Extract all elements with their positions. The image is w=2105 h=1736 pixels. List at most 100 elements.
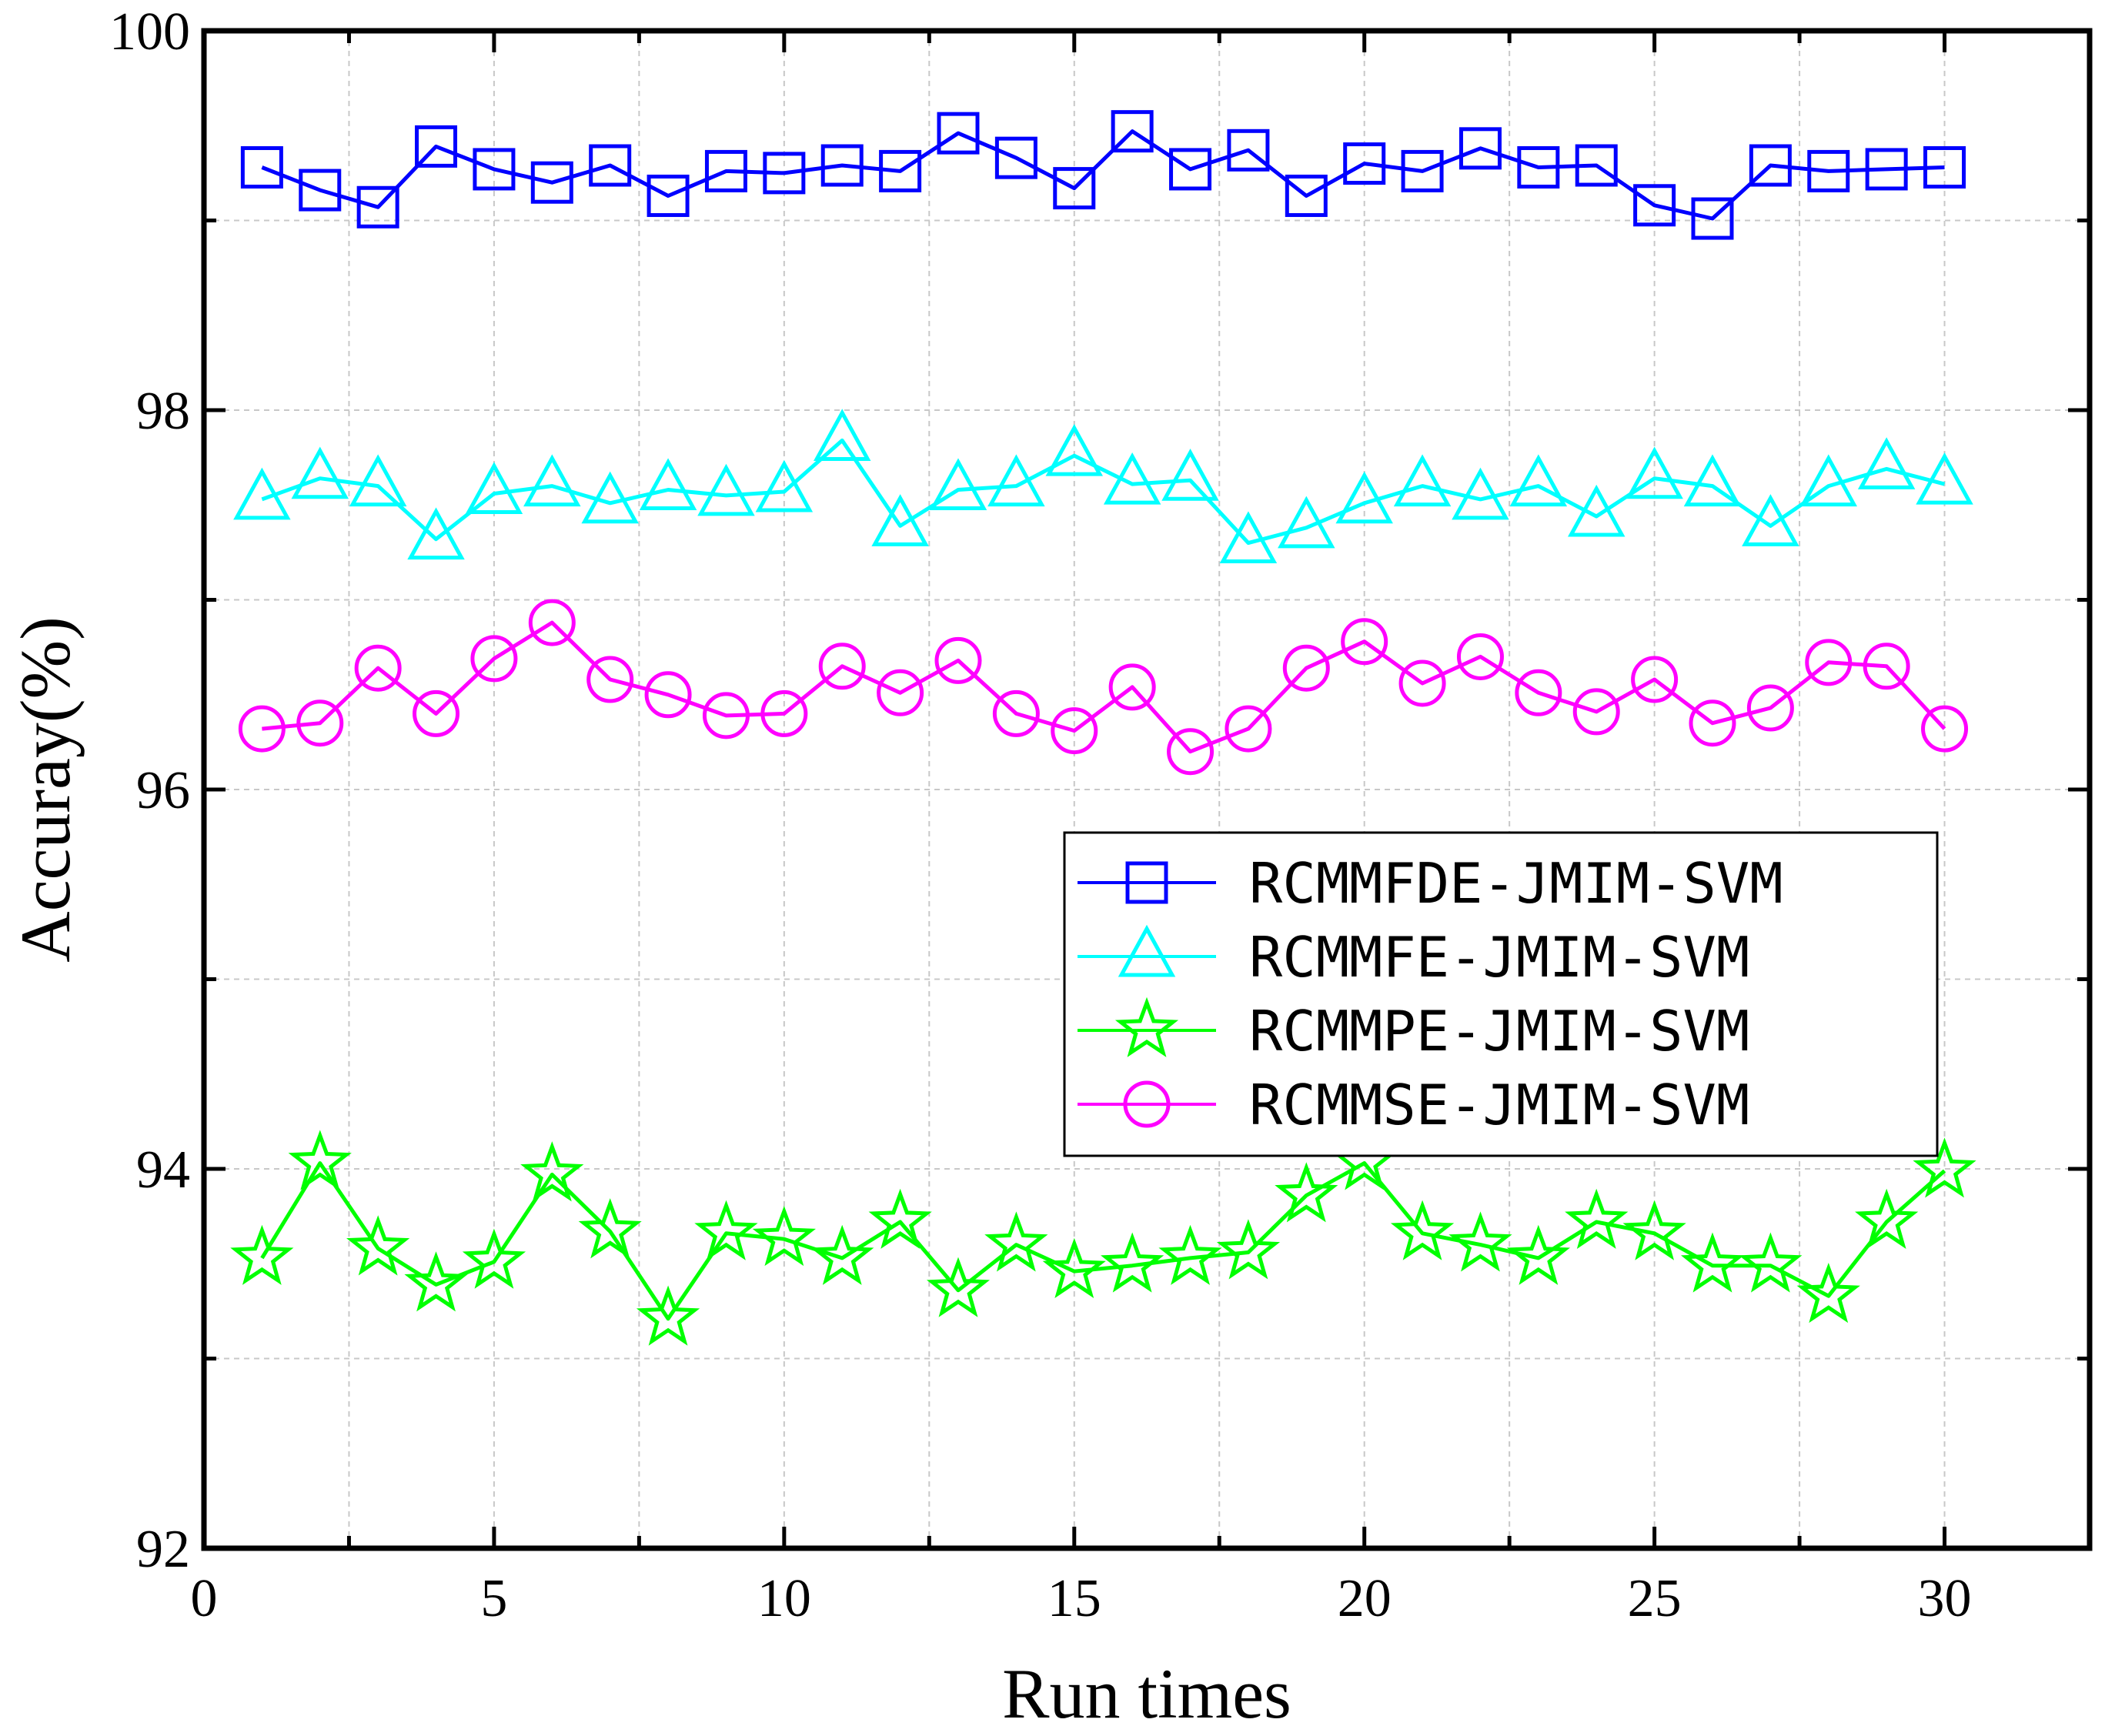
data-point-rcmmfe-jmim-svm xyxy=(1219,511,1278,564)
grid-layer xyxy=(204,31,2090,1548)
data-point-rcmmpe-jmim-svm xyxy=(810,1224,874,1285)
data-point-rcmmfe-jmim-svm xyxy=(697,463,755,516)
data-point-rcmmse-jmim-svm xyxy=(818,643,866,690)
data-point-rcmmpe-jmim-svm xyxy=(1042,1237,1106,1299)
data-point-rcmmfde-jmim-svm xyxy=(1807,149,1850,192)
data-point-rcmmse-jmim-svm xyxy=(1167,728,1215,776)
data-point-rcmmse-jmim-svm xyxy=(760,689,808,737)
data-point-rcmmpe-jmim-svm xyxy=(346,1215,410,1276)
data-point-rcmmse-jmim-svm xyxy=(877,669,924,716)
data-point-rcmmpe-jmim-svm xyxy=(1390,1200,1455,1260)
legend-marker-rcmmse-jmim-svm xyxy=(1123,1080,1171,1128)
data-point-rcmmpe-jmim-svm xyxy=(1101,1232,1164,1293)
data-point-rcmmfde-jmim-svm xyxy=(1517,145,1560,189)
data-point-rcmmfe-jmim-svm xyxy=(407,507,465,560)
legend-label-rcmmfde-jmim-svm: RCMMFDE-JMIM-SVM xyxy=(1249,851,1783,916)
data-point-rcmmfe-jmim-svm xyxy=(233,467,291,520)
data-point-rcmmpe-jmim-svm xyxy=(520,1141,584,1202)
series-line-rcmmfe-jmim-svm xyxy=(261,438,1946,546)
data-point-rcmmfe-jmim-svm xyxy=(639,458,697,511)
data-point-rcmmfe-jmim-svm xyxy=(1161,449,1219,501)
x-tick-label: 25 xyxy=(1628,1569,1682,1628)
x-tick-label: 0 xyxy=(191,1569,218,1628)
legend-marker-rcmmfde-jmim-svm xyxy=(1125,861,1168,904)
x-tick-label: 15 xyxy=(1047,1569,1101,1628)
data-point-rcmmfe-jmim-svm xyxy=(1335,471,1393,524)
data-point-rcmmpe-jmim-svm xyxy=(1448,1211,1512,1272)
legend-item-rcmmse-jmim-svm: RCMMSE-JMIM-SVM xyxy=(1078,1073,1749,1137)
data-point-rcmmfde-jmim-svm xyxy=(1169,148,1212,191)
x-axis-title: Run times xyxy=(1002,1654,1291,1733)
data-point-rcmmse-jmim-svm xyxy=(1225,705,1272,753)
data-point-rcmmse-jmim-svm xyxy=(238,705,286,753)
legend-label-rcmmpe-jmim-svm: RCMMPE-JMIM-SVM xyxy=(1249,999,1749,1063)
data-point-rcmmse-jmim-svm xyxy=(528,599,576,646)
data-point-rcmmfde-jmim-svm xyxy=(530,161,573,204)
x-tick-label: 10 xyxy=(757,1569,811,1628)
data-point-rcmmfde-jmim-svm xyxy=(1865,148,1908,191)
data-point-rcmmfe-jmim-svm xyxy=(814,409,871,461)
data-point-rcmmse-jmim-svm xyxy=(1282,644,1330,692)
data-point-rcmmse-jmim-svm xyxy=(413,689,460,737)
y-tick-label: 94 xyxy=(136,1140,190,1200)
data-point-rcmmse-jmim-svm xyxy=(644,671,692,719)
data-point-rcmmpe-jmim-svm xyxy=(1275,1162,1338,1223)
data-point-rcmmse-jmim-svm xyxy=(992,689,1040,737)
data-point-rcmmse-jmim-svm xyxy=(1863,643,1910,690)
data-point-rcmmpe-jmim-svm xyxy=(984,1211,1048,1272)
data-point-rcmmfde-jmim-svm xyxy=(1285,174,1328,217)
data-point-rcmmfe-jmim-svm xyxy=(1742,494,1799,546)
data-point-rcmmfde-jmim-svm xyxy=(299,169,342,212)
data-point-rcmmfde-jmim-svm xyxy=(356,185,399,229)
data-point-rcmmfde-jmim-svm xyxy=(1343,142,1386,185)
y-tick-label: 98 xyxy=(136,382,190,441)
series-rcmmfde-jmim-svm xyxy=(240,110,1966,240)
series-line-rcmmfde-jmim-svm xyxy=(261,129,1945,221)
legend-label-rcmmfe-jmim-svm: RCMMFE-JMIM-SVM xyxy=(1249,925,1749,990)
data-point-rcmmpe-jmim-svm xyxy=(752,1206,816,1267)
data-point-rcmmpe-jmim-svm xyxy=(1565,1188,1629,1249)
data-point-rcmmpe-jmim-svm xyxy=(230,1224,294,1285)
data-point-rcmmfe-jmim-svm xyxy=(987,454,1045,507)
data-point-rcmmpe-jmim-svm xyxy=(636,1285,700,1346)
data-point-rcmmfe-jmim-svm xyxy=(1509,454,1568,507)
data-point-rcmmfde-jmim-svm xyxy=(589,144,632,187)
data-point-rcmmse-jmim-svm xyxy=(1108,663,1156,711)
data-point-rcmmpe-jmim-svm xyxy=(462,1228,526,1289)
data-point-rcmmpe-jmim-svm xyxy=(1913,1137,1976,1198)
data-point-rcmmfe-jmim-svm xyxy=(1103,452,1161,505)
series-rcmmfe-jmim-svm xyxy=(233,409,1973,564)
series-line-rcmmpe-jmim-svm xyxy=(260,1161,1946,1321)
data-point-rcmmse-jmim-svm xyxy=(1398,659,1446,707)
data-point-rcmmfe-jmim-svm xyxy=(349,454,407,507)
data-point-rcmmpe-jmim-svm xyxy=(404,1251,468,1312)
data-point-rcmmfe-jmim-svm xyxy=(1683,454,1742,507)
data-point-rcmmse-jmim-svm xyxy=(1921,705,1969,753)
data-point-rcmmfde-jmim-svm xyxy=(1053,167,1096,210)
data-point-rcmmse-jmim-svm xyxy=(1631,656,1679,703)
legend: RCMMFDE-JMIM-SVM RCMMFE-JMIM-SVM RCMMPE-JM… xyxy=(1063,831,1939,1157)
data-point-rcmmfde-jmim-svm xyxy=(1458,127,1502,170)
data-point-rcmmfe-jmim-svm xyxy=(1568,484,1626,537)
data-point-rcmmpe-jmim-svm xyxy=(1216,1219,1281,1280)
data-point-rcmmfe-jmim-svm xyxy=(1045,423,1103,476)
data-point-rcmmfde-jmim-svm xyxy=(879,149,922,192)
data-point-rcmmpe-jmim-svm xyxy=(1506,1224,1570,1285)
data-point-rcmmse-jmim-svm xyxy=(702,692,750,739)
y-tick-label: 92 xyxy=(136,1520,190,1579)
data-point-rcmmpe-jmim-svm xyxy=(1622,1200,1686,1260)
data-point-rcmmfe-jmim-svm xyxy=(871,494,929,546)
data-point-rcmmfe-jmim-svm xyxy=(1452,467,1509,520)
tick-layer: 0 5 10 15 20 25 30 92 94 96 98 100 xyxy=(109,2,2092,1628)
data-point-rcmmfe-jmim-svm xyxy=(465,462,523,514)
data-point-rcmmpe-jmim-svm xyxy=(1158,1224,1222,1285)
data-point-rcmmse-jmim-svm xyxy=(1341,618,1388,666)
data-point-rcmmfe-jmim-svm xyxy=(523,454,581,507)
data-point-rcmmfde-jmim-svm xyxy=(1923,145,1966,189)
legend-label-rcmmse-jmim-svm: RCMMSE-JMIM-SVM xyxy=(1249,1073,1749,1137)
data-point-rcmmse-jmim-svm xyxy=(1515,669,1562,716)
data-point-rcmmse-jmim-svm xyxy=(1572,688,1620,736)
series-rcmmse-jmim-svm xyxy=(238,599,1969,776)
